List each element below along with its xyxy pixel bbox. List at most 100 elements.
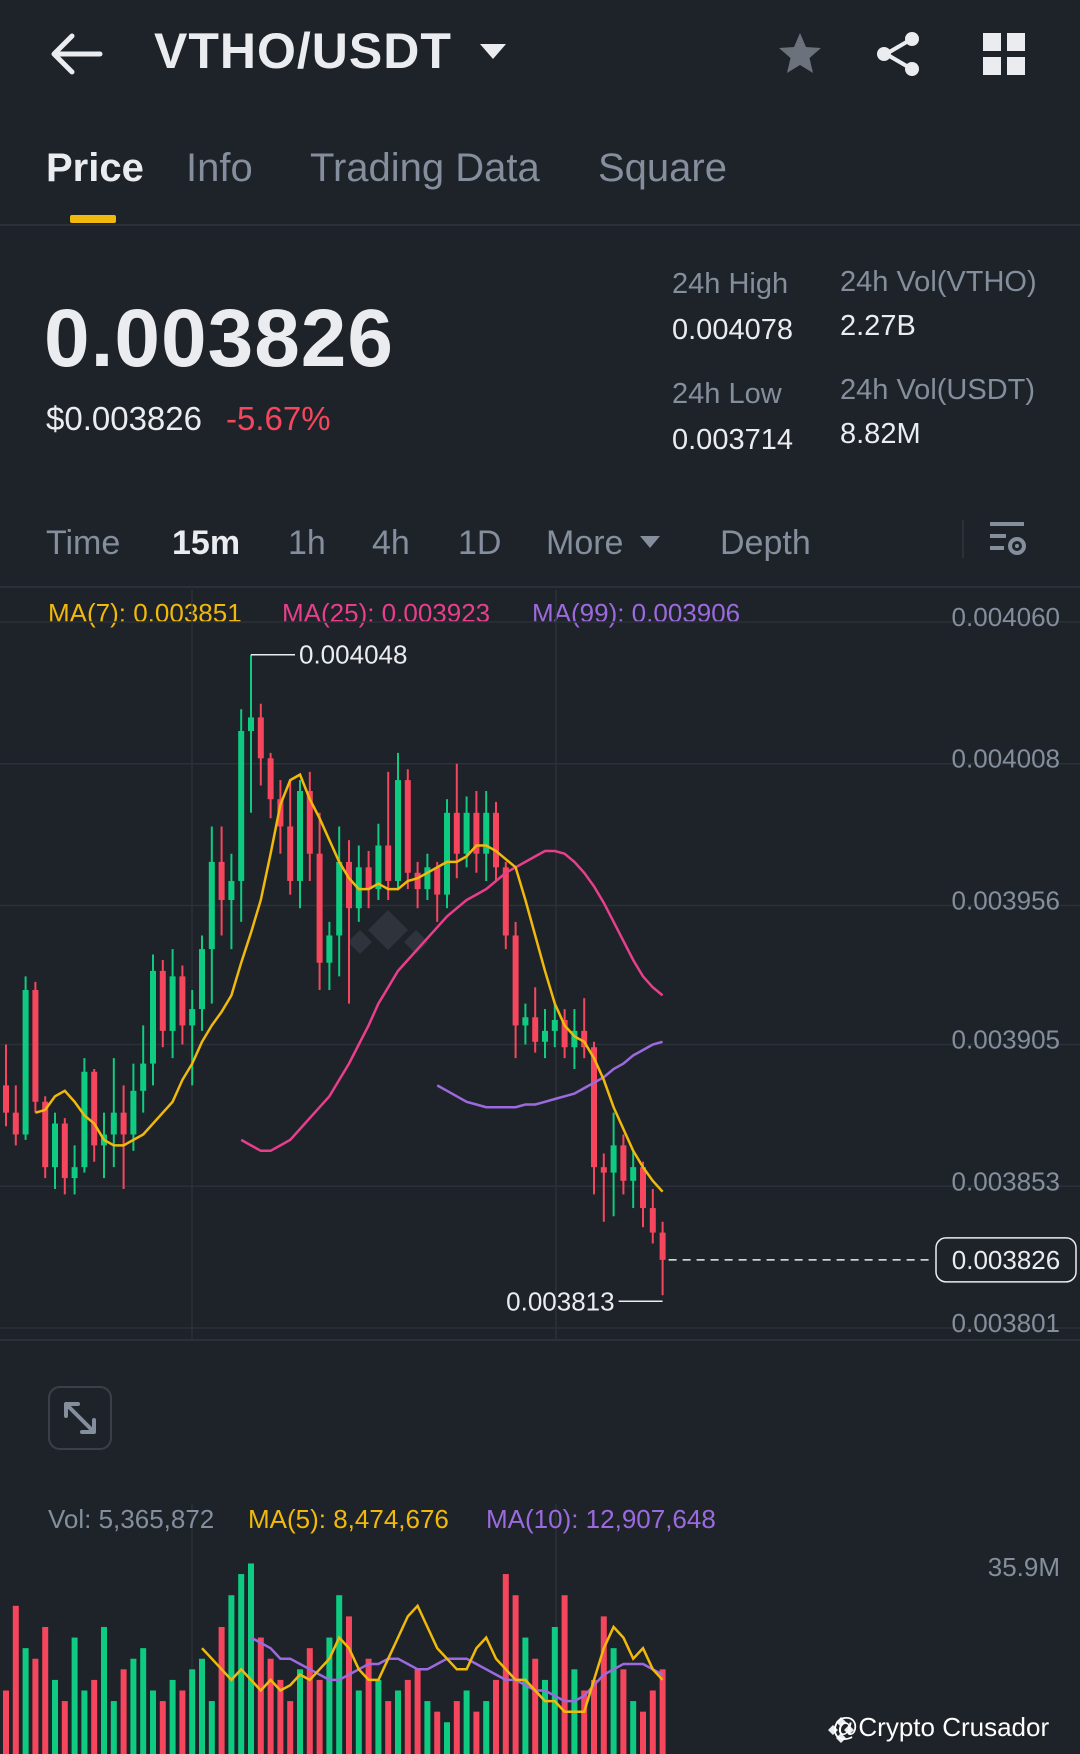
candle-body [277,799,284,827]
candle-body [12,1112,19,1135]
volume-bar [424,1701,431,1754]
candle-body [238,731,245,881]
tab-price[interactable]: Price [46,146,144,190]
candle-body [493,812,499,868]
chevron-down-icon[interactable] [480,44,506,59]
last-price: 0.003826 [44,293,395,384]
vol-base-value: 2.27B [840,310,916,342]
candle-body [306,791,313,854]
vol-quote-label: 24h Vol(USDT) [840,374,1036,406]
candle-body [522,1017,529,1026]
interval-more[interactable]: More [546,524,624,562]
interval-1h[interactable]: 1h [288,524,326,562]
candle-body [326,935,333,963]
back-arrow-icon[interactable] [48,28,108,84]
candle-body [346,861,352,909]
volume-bar [140,1648,147,1754]
volume-bar [385,1701,392,1754]
volume-bar [581,1690,588,1754]
candle-body [267,758,274,800]
y-tick-label: 0.004008 [952,744,1060,774]
volume-bar [159,1701,166,1754]
volume-bar [3,1690,9,1754]
star-icon[interactable] [776,30,824,78]
candle-body [297,791,303,881]
expand-chart-button[interactable] [48,1386,112,1450]
candle-body [218,861,225,901]
interval-15m[interactable]: 15m [172,524,241,562]
volume-bar [600,1616,607,1754]
candle-body [453,812,460,854]
divider [0,586,1080,588]
candle-body [120,1112,127,1135]
grid-menu-icon[interactable] [982,32,1026,76]
volume-bar [81,1690,88,1754]
tab-trading-data[interactable]: Trading Data [310,146,540,190]
exchange-watermark [348,910,428,954]
candle-body [620,1145,627,1181]
candle-body [610,1145,617,1173]
candle-body [257,717,264,759]
candle-body [395,780,401,881]
volume-bar [120,1669,127,1754]
low-value: 0.003714 [672,424,793,456]
candlestick-chart[interactable]: 0.004060 0.004008 0.003956 0.003905 0.003853… [0,590,1080,1510]
chart-settings-icon[interactable] [986,518,1030,562]
volume-bar [532,1658,539,1754]
volume-bar [91,1679,98,1754]
candle-body [473,812,480,854]
candle-body [630,1167,637,1181]
volume-bar [453,1701,460,1754]
volume-bar [414,1669,421,1754]
candle-body [571,1030,578,1048]
volume-bar [512,1595,519,1754]
volume-bar [375,1679,382,1754]
candle-body [61,1123,68,1179]
candle-body [404,780,411,873]
pair-title[interactable]: VTHO/USDT [154,23,452,79]
candle-body [179,976,186,1026]
share-icon[interactable] [872,28,924,80]
interval-time[interactable]: Time [46,524,121,562]
usd-price: $0.003826 [46,400,202,437]
volume-bar [42,1626,49,1754]
interval-4h[interactable]: 4h [372,524,410,562]
divider [962,520,964,558]
volume-legend: Vol: 5,365,872 [48,1504,215,1534]
volume-bar [12,1605,19,1754]
watermark: @Crypto Crusador [832,1712,1050,1742]
depth-tab[interactable]: Depth [720,524,811,562]
candle-body [22,989,29,1135]
ma99-legend: MA(99): 0.003906 [532,598,741,628]
last-price-tag: 0.003826 [952,1245,1060,1275]
volume-bar [218,1626,225,1754]
candle-body [3,1085,9,1113]
caret-down-icon[interactable] [640,536,660,548]
tab-info[interactable]: Info [186,146,253,190]
interval-1d[interactable]: 1D [458,524,502,562]
vol-base-label: 24h Vol(VTHO) [840,266,1037,298]
volume-bar [110,1701,117,1754]
candle-body [336,861,343,936]
candle-body [110,1112,117,1135]
candle-body [600,1167,607,1173]
candle-body [561,1019,568,1048]
candle-body [169,976,176,1031]
candle-body [375,845,382,890]
volume-bar [326,1637,333,1754]
volume-ma5-legend: MA(5): 8,474,676 [248,1504,449,1534]
candle-body [385,845,392,881]
volume-bar [463,1690,470,1754]
divider [0,224,1080,226]
tab-square[interactable]: Square [598,146,727,190]
ma25-legend: MA(25): 0.003923 [282,598,491,628]
volume-bar [179,1690,186,1754]
volume-bar [444,1722,450,1754]
watermark-logo-shape [348,910,428,954]
candle-body [189,1009,196,1026]
candle-body [424,867,431,890]
high-value: 0.004078 [672,314,793,346]
candle-body [71,1167,78,1179]
y-tick-label: 0.003853 [952,1166,1060,1196]
low-annotation: 0.003813 [506,1286,614,1316]
